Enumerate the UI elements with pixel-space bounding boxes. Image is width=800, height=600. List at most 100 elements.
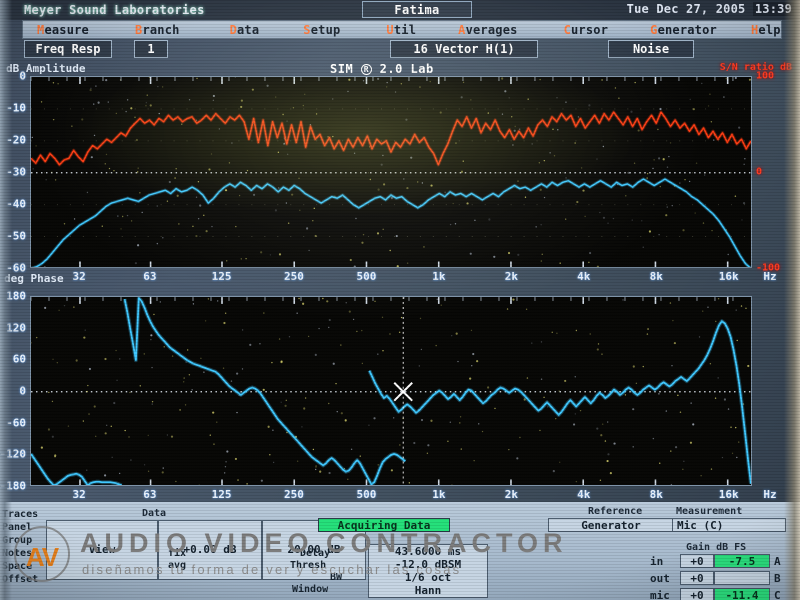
delay-value: 43.6000 ms [394, 545, 462, 558]
app-title: Meyer Sound Laboratories [24, 3, 205, 17]
menu-mnemonic: C [563, 22, 571, 37]
phase-xtick-125: 125 [211, 488, 232, 501]
amplitude-xtick-8k: 8k [649, 270, 663, 283]
window-value: Hann [414, 584, 442, 597]
menu-mnemonic: A [458, 22, 466, 37]
vector-averaging-button[interactable]: 16 Vector H(1) [390, 40, 538, 58]
menu-mnemonic: G [650, 22, 658, 37]
window-label: Window [292, 584, 329, 595]
screen-left-bezel [0, 0, 12, 600]
menu-item-generator[interactable]: Generator [650, 22, 717, 37]
channel-letter-b: B [774, 572, 781, 585]
trace-number-field[interactable]: 1 [134, 40, 168, 58]
menu-item-setup[interactable]: Setup [303, 22, 341, 37]
amplitude-xtick-unit: Hz [763, 270, 777, 283]
amplitude-xtick-1k: 1k [432, 270, 446, 283]
menu-item-cursor[interactable]: Cursor [563, 22, 609, 37]
amplitude-xtick-63: 63 [143, 270, 157, 283]
bw-label: BW [330, 572, 343, 583]
menu-mnemonic: U [386, 22, 394, 37]
snratio-ytick-0: 0 [756, 166, 763, 178]
sim-suffix: 2.0 Lab [379, 62, 434, 76]
channel-letter-c: C [774, 589, 781, 600]
acquiring-status-badge: Acquiring Data [318, 518, 450, 532]
window-scale-box[interactable]: 20.00 dB [262, 520, 366, 580]
level-meter-out [714, 571, 770, 585]
level-meter-in: -7.5 [714, 554, 770, 568]
channel-letter-a: A [774, 555, 781, 568]
amplitude-plot[interactable] [30, 76, 752, 268]
gain-value-in[interactable]: +0 [680, 554, 714, 568]
gain-row-label-in: in [650, 555, 664, 568]
avg-label: avg [168, 560, 187, 571]
trace-control-space[interactable]: Space [2, 561, 33, 572]
date-text: Tue Dec 27, 2005 [626, 2, 746, 16]
menu-item-data[interactable]: Data [229, 22, 260, 37]
trace-control-group[interactable]: Group [2, 535, 33, 546]
amplitude-xtick-250: 250 [284, 270, 304, 283]
thresh-label: Thresh [290, 560, 327, 571]
thresh-value: -12.0 dBSM [394, 558, 462, 571]
measurement-select[interactable]: Mic (C) [672, 518, 786, 532]
delay-label: Delay [300, 548, 331, 559]
menu-item-averages[interactable]: Averages [458, 22, 518, 37]
trace-control-traces[interactable]: Traces [2, 509, 39, 520]
settings-values-box[interactable]: 43.6000 ms -12.0 dBSM 1/6 oct Hann [368, 544, 488, 598]
level-meter-mic: -11.4 [714, 588, 770, 600]
amplitude-xtick-500: 500 [356, 270, 377, 283]
data-column-header: Data [142, 508, 167, 519]
date-time-display: Tue Dec 27, 2005 13:39 [627, 2, 794, 18]
menu-item-branch[interactable]: Branch [135, 22, 180, 37]
title-bar: Meyer Sound Laboratories Fatima Tue Dec … [0, 0, 800, 20]
generator-source-button[interactable]: Noise [608, 40, 694, 58]
amplitude-xtick-4k: 4k [577, 270, 591, 283]
gain-value-mic[interactable]: +0 [680, 588, 714, 600]
gain-row-label-out: out [650, 572, 670, 585]
bw-value: 1/6 oct [404, 571, 452, 584]
sn-ratio-y-axis: 100 0 -100 [756, 71, 796, 274]
phase-xtick-8k: 8k [649, 488, 663, 501]
amplitude-xtick-125: 125 [211, 270, 232, 283]
phase-xtick-32: 32 [72, 488, 86, 501]
amplitude-axis-title: dB Amplitude [6, 62, 86, 75]
trace-control-offset[interactable]: Offset [2, 574, 39, 585]
gain-row-label-mic: mic [650, 589, 670, 600]
sim-prefix: SIM [330, 62, 354, 76]
menu-item-util[interactable]: Util [386, 22, 417, 37]
document-title-field[interactable]: Fatima [362, 1, 472, 18]
phase-xtick-63: 63 [143, 488, 157, 501]
snratio-ytick-neg100: -100 [756, 262, 781, 274]
phase-axis-title: deg Phase [4, 272, 64, 285]
menu-item-help[interactable]: Help [750, 22, 781, 37]
snratio-ytick-100: 100 [756, 70, 775, 82]
menu-bar[interactable]: Measure Branch Data Setup Util Averages Cursor… [22, 20, 782, 39]
gain-value-out[interactable]: +0 [680, 571, 714, 585]
registered-trademark-icon: R [360, 64, 372, 75]
phase-xtick-500: 500 [356, 488, 377, 501]
phase-xtick-16k: 16k [718, 488, 739, 501]
status-panel: Traces Panel Group Notes Space Offset Data Vi… [0, 502, 800, 600]
gain-title: Gain dB FS [686, 542, 747, 553]
menu-item-measure[interactable]: Measure [37, 22, 89, 37]
phase-ytick-60: 60 [12, 352, 26, 366]
measurement-mode-button[interactable]: Freq Resp [24, 40, 112, 58]
reference-select[interactable]: Generator [548, 518, 674, 532]
trace-control-notes[interactable]: Notes [2, 548, 33, 559]
menu-mnemonic: H [750, 22, 759, 37]
amplitude-xtick-2k: 2k [504, 270, 518, 283]
toolbar: Freq Resp 1 16 Vector H(1) Noise [0, 40, 800, 60]
sn-ratio-axis-title: S/N ratio dB [719, 62, 792, 73]
phase-ytick-0: 0 [19, 384, 26, 398]
phase-x-axis: 32 63 125 250 500 1k 2k 4k 8k 16k Hz [0, 488, 800, 502]
sim-version-label: SIM R 2.0 Lab [330, 62, 434, 76]
menu-mnemonic: D [229, 22, 237, 37]
menu-mnemonic: S [303, 22, 311, 37]
phase-xtick-2k: 2k [504, 488, 518, 501]
offset-box[interactable]: +0.00 dB [158, 520, 262, 580]
phase-xtick-4k: 4k [577, 488, 591, 501]
view-box[interactable]: View [46, 520, 158, 580]
phase-plot[interactable] [30, 296, 752, 486]
fix-label: fix [168, 548, 187, 559]
menu-mnemonic: B [135, 22, 143, 37]
menu-mnemonic: M [37, 22, 45, 37]
